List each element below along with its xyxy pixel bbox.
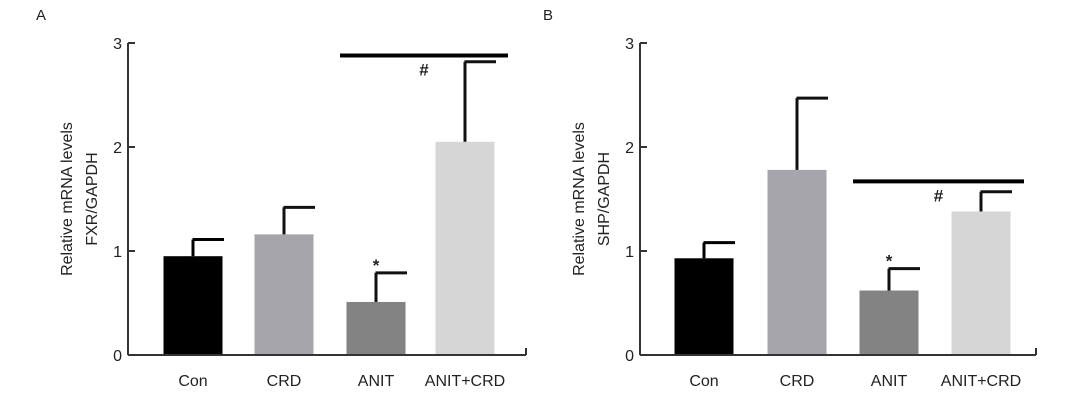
bar-anit-crd <box>435 141 495 355</box>
x-tick-label: ANIT <box>358 373 395 390</box>
x-tick-label: ANIT+CRD <box>425 373 505 390</box>
y-tick-label: 1 <box>113 244 122 261</box>
x-tick-label: ANIT <box>871 373 908 390</box>
x-tick-label: Con <box>689 373 718 390</box>
y-axis-title-line-2: SHP/GAPDH <box>596 152 613 246</box>
significance-asterisk: * <box>886 252 893 271</box>
bar-con <box>674 258 734 355</box>
y-tick-label: 0 <box>113 348 122 365</box>
chart-panel-a: A Relative mRNA levels FXR/GAPDH 0 1 2 3 Con CRD… <box>36 7 527 390</box>
y-axis-title-line-1: Relative mRNA levels <box>571 122 588 276</box>
significance-hash: # <box>934 186 944 205</box>
x-tick-label: Con <box>178 373 207 390</box>
y-axis-title-line-1: Relative mRNA levels <box>59 122 76 276</box>
y-tick-label: 2 <box>625 140 634 157</box>
chart-panel-b: B Relative mRNA levels SHP/GAPDH 0 1 2 3 Con CRD… <box>543 7 1037 390</box>
panel-label: B <box>543 7 553 24</box>
panel-label: A <box>36 7 46 24</box>
y-tick-label: 1 <box>625 244 634 261</box>
y-axis-title-line-2: FXR/GAPDH <box>84 152 101 245</box>
x-tick-label: CRD <box>267 373 302 390</box>
y-tick-label: 2 <box>113 140 122 157</box>
bar-con <box>163 256 223 355</box>
bar-crd <box>254 234 314 355</box>
bar-anit <box>346 301 406 355</box>
x-tick-label: ANIT+CRD <box>941 373 1021 390</box>
bar-anit-crd <box>951 211 1011 355</box>
bar-crd <box>767 169 827 355</box>
y-tick-label: 3 <box>113 36 122 53</box>
significance-asterisk: * <box>373 256 380 275</box>
y-tick-label: 0 <box>625 348 634 365</box>
significance-hash: # <box>419 60 429 79</box>
y-tick-label: 3 <box>625 36 634 53</box>
x-tick-label: CRD <box>780 373 815 390</box>
bar-anit <box>859 290 919 355</box>
